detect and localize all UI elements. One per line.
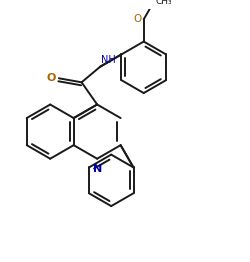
Text: O: O: [133, 14, 141, 24]
Text: N: N: [92, 164, 101, 174]
Text: O: O: [46, 73, 56, 83]
Text: NH: NH: [101, 55, 115, 65]
Text: CH₃: CH₃: [155, 0, 172, 6]
